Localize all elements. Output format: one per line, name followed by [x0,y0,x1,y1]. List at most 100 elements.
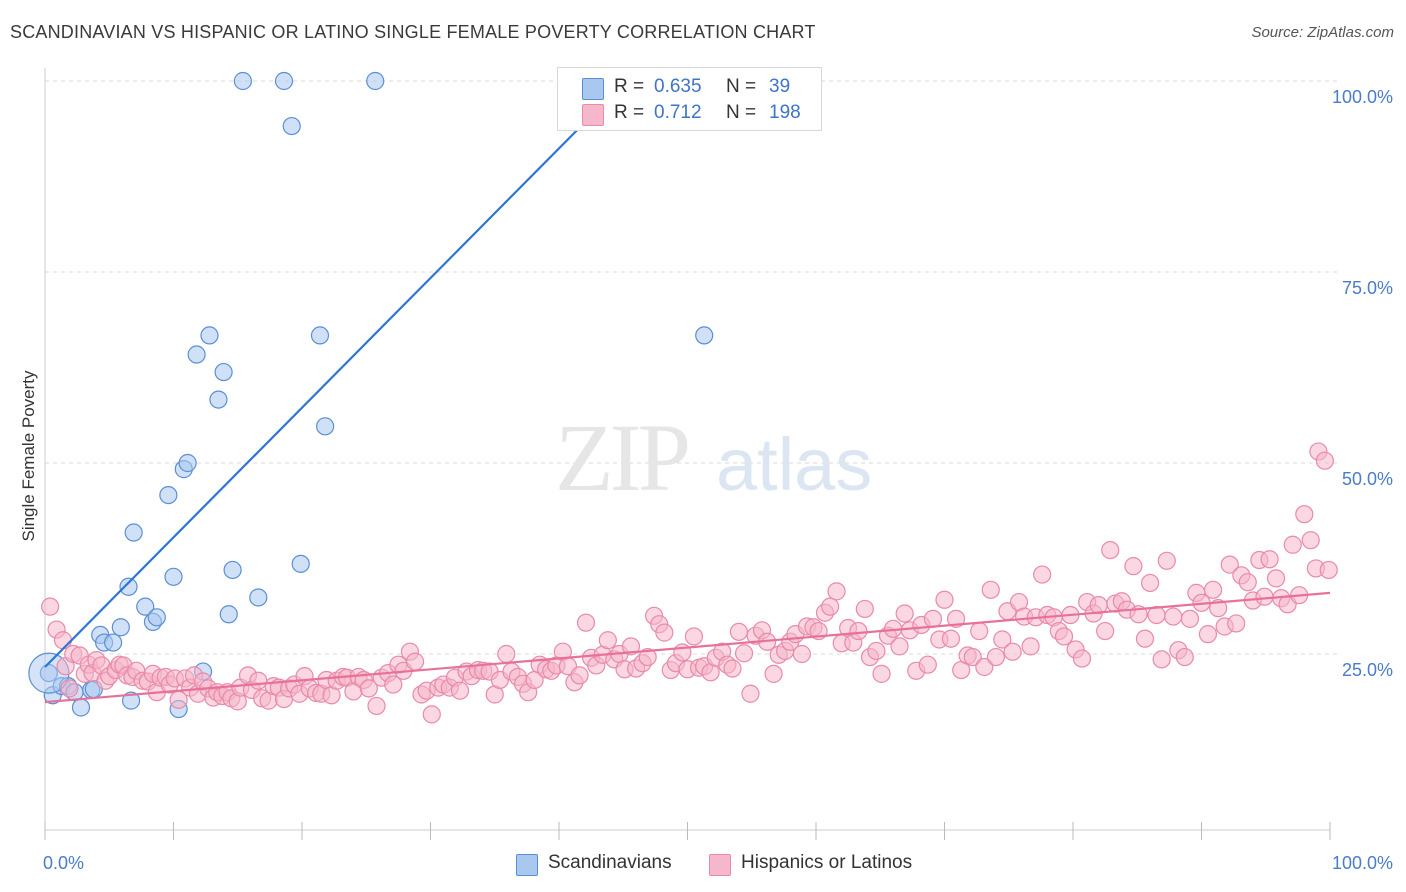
data-point [867,641,886,661]
data-point [695,326,714,345]
data-point [1203,580,1223,599]
data-point [570,666,589,685]
legend-r-value: 0.635 [654,76,702,97]
data-point [981,580,1000,599]
data-point [872,664,891,683]
data-point [684,627,704,646]
data-point [849,621,868,641]
chart-title: SCANDINAVIAN VS HISPANIC OR LATINO SINGL… [10,22,816,42]
legend-swatch-pink [582,104,604,126]
data-point [890,637,909,656]
legend-swatch-blue [516,854,538,876]
data-point [291,554,310,573]
trend-lines [44,80,1331,704]
data-point [1180,609,1200,628]
data-point [214,362,233,382]
data-point [119,577,138,596]
data-point [310,326,330,345]
data-point [359,679,378,698]
data-point [621,637,641,656]
data-point [147,608,166,627]
data-point [1301,531,1320,550]
data-point [941,629,961,648]
data-point [249,671,268,690]
y-tick-label: 75.0% [1342,278,1393,298]
data-point [918,655,937,674]
data-point [223,560,242,580]
axis-labels: 25.0% 50.0% 75.0% 100.0% 0.0% 100.0% Single Fe… [19,87,1393,873]
data-point [1260,550,1279,569]
legend-n-value: 198 [769,102,801,123]
y-axis-label: Single Female Poverty [19,370,38,542]
data-point [71,698,91,717]
data-point [1152,650,1171,669]
data-point [1140,573,1160,593]
data-point [1283,535,1302,554]
data-point [60,679,79,698]
data-point [405,652,425,671]
data-point [1227,614,1246,633]
data-point [729,622,749,641]
data-point [233,71,252,91]
legend-r-value: 0.712 [654,102,702,123]
data-point [1096,621,1115,641]
scandinavians-points [28,71,714,719]
legend-r-label: R = [614,76,645,97]
data-point [734,644,754,663]
axes [44,68,1331,840]
data-point [1072,649,1092,668]
data-point [209,390,228,409]
legend-n-label: N = [726,102,757,123]
data-point [187,345,206,364]
x-tick-label: 100.0% [1332,853,1393,873]
trend-line-hispanics [44,591,1331,704]
data-point [1209,599,1228,618]
data-point [219,605,238,624]
legend-swatch-blue [582,78,604,100]
data-point [164,567,183,586]
data-point [1033,565,1052,584]
data-point [1255,587,1274,606]
data-point [1198,625,1218,644]
data-point [975,657,994,677]
data-point [124,523,143,542]
data-point [1295,505,1314,524]
data-point [121,691,141,710]
data-point [249,588,268,607]
data-point [895,604,914,623]
data-point [384,675,403,694]
data-point [1319,560,1338,580]
watermark-zip: ZIP [555,404,688,511]
data-point [1220,555,1239,574]
data-point [41,597,60,616]
data-point [1135,629,1155,648]
data-point [963,647,982,667]
legend-swatch-pink [709,854,731,876]
legend-n-label: N = [726,76,757,97]
data-point [1003,642,1022,661]
data-point [1157,551,1176,570]
data-point [741,684,760,703]
data-point [1238,573,1257,592]
legend-r-label: R = [614,102,645,123]
stats-legend: R = 0.635 N = 39 R = 0.712 N = 198 [557,67,822,131]
data-point [159,485,178,505]
data-point [367,696,386,716]
data-point [598,631,617,650]
y-tick-label: 100.0% [1332,87,1393,107]
data-point [274,71,294,91]
data-point [1054,627,1074,646]
data-point [497,644,516,664]
watermark-atlas: atlas [716,423,872,506]
data-point [723,659,742,678]
data-point [1124,557,1143,576]
y-tick-label: 25.0% [1342,660,1393,680]
data-point [450,681,470,700]
data-point [422,705,441,724]
data-point [946,609,966,628]
data-point [316,417,335,436]
y-tick-label: 50.0% [1342,469,1393,489]
data-point [104,633,123,652]
data-point [1315,451,1334,470]
